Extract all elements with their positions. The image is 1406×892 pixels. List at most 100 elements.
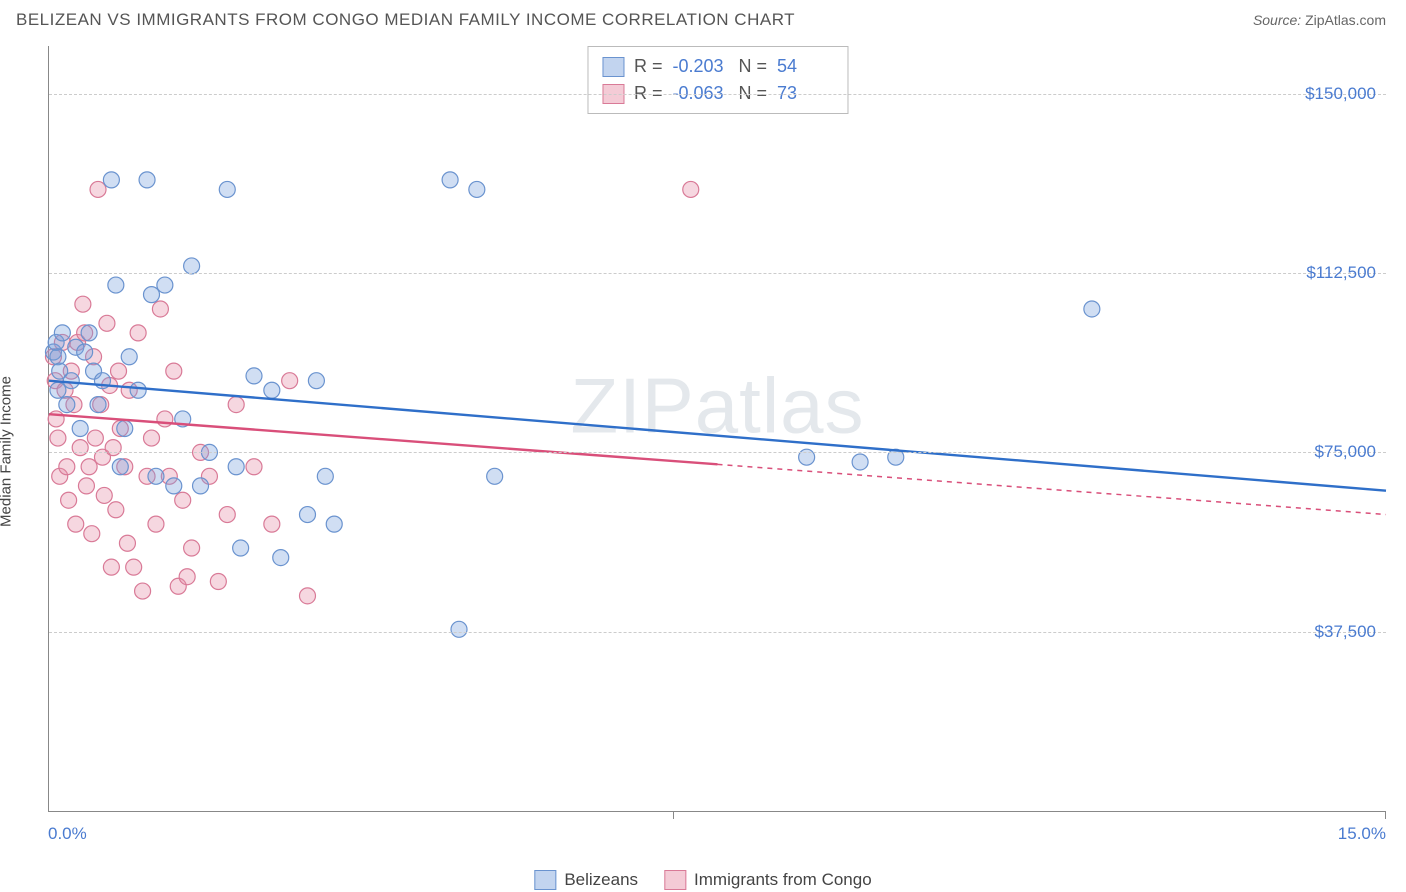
data-point: [308, 373, 324, 389]
data-point: [184, 540, 200, 556]
data-point: [87, 430, 103, 446]
data-point: [264, 382, 280, 398]
chart-header: BELIZEAN VS IMMIGRANTS FROM CONGO MEDIAN…: [0, 0, 1406, 36]
legend-swatch-0: [534, 870, 556, 890]
data-point: [81, 325, 97, 341]
data-point: [219, 507, 235, 523]
data-point: [81, 459, 97, 475]
data-point: [96, 487, 112, 503]
x-minor-tick: [673, 811, 674, 819]
data-point: [451, 621, 467, 637]
data-point: [246, 459, 262, 475]
data-point: [135, 583, 151, 599]
data-point: [111, 363, 127, 379]
legend: Belizeans Immigrants from Congo: [534, 870, 871, 890]
data-point: [246, 368, 262, 384]
data-point: [264, 516, 280, 532]
source-attribution: Source: ZipAtlas.com: [1253, 12, 1386, 28]
plot-area: ZIPatlas R = -0.203 N = 54 R = -0.063 N …: [48, 46, 1386, 812]
x-tick-max: [1385, 811, 1386, 819]
data-point: [121, 349, 137, 365]
data-point: [299, 507, 315, 523]
data-point: [50, 382, 66, 398]
data-point: [61, 492, 77, 508]
stat-n-value-0: 54: [777, 53, 833, 80]
data-point: [103, 172, 119, 188]
data-point: [50, 349, 66, 365]
y-tick-label: $75,000: [1315, 442, 1376, 462]
legend-label-1: Immigrants from Congo: [694, 870, 872, 890]
data-point: [233, 540, 249, 556]
data-point: [90, 397, 106, 413]
data-point: [469, 181, 485, 197]
y-tick-label: $150,000: [1305, 84, 1376, 104]
data-point: [130, 382, 146, 398]
data-point: [148, 516, 164, 532]
data-point: [84, 526, 100, 542]
data-point: [442, 172, 458, 188]
series-0-swatch: [602, 57, 624, 77]
data-point: [103, 559, 119, 575]
data-point: [148, 468, 164, 484]
data-point: [326, 516, 342, 532]
data-point: [59, 397, 75, 413]
data-point: [299, 588, 315, 604]
data-point: [117, 421, 133, 437]
stat-r-value-0: -0.203: [673, 53, 729, 80]
data-point: [68, 516, 84, 532]
source-value: ZipAtlas.com: [1305, 12, 1386, 28]
data-point: [273, 550, 289, 566]
data-point: [108, 502, 124, 518]
trend-line: [49, 381, 1386, 491]
stat-r-label-0: R =: [634, 53, 663, 80]
data-point: [59, 459, 75, 475]
y-grid-line: [49, 273, 1386, 274]
y-tick-label: $112,500: [1306, 263, 1376, 283]
source-label: Source:: [1253, 12, 1301, 28]
data-point: [157, 277, 173, 293]
data-point: [184, 258, 200, 274]
data-point: [282, 373, 298, 389]
y-grid-line: [49, 452, 1386, 453]
legend-label-0: Belizeans: [564, 870, 638, 890]
stat-n-label-0: N =: [739, 53, 768, 80]
data-point: [152, 301, 168, 317]
data-point: [317, 468, 333, 484]
data-point: [852, 454, 868, 470]
data-point: [72, 421, 88, 437]
data-point: [144, 287, 160, 303]
data-point: [99, 315, 115, 331]
legend-swatch-1: [664, 870, 686, 890]
y-grid-line: [49, 632, 1386, 633]
data-point: [487, 468, 503, 484]
data-point: [75, 296, 91, 312]
chart-title: BELIZEAN VS IMMIGRANTS FROM CONGO MEDIAN…: [16, 10, 795, 30]
data-point: [50, 430, 66, 446]
trend-line-dashed: [718, 464, 1387, 514]
y-axis-label: Median Family Income: [0, 376, 15, 527]
data-point: [119, 535, 135, 551]
data-point: [175, 492, 191, 508]
data-point: [126, 559, 142, 575]
data-point: [139, 172, 155, 188]
data-point: [144, 430, 160, 446]
x-tick-label-min: 0.0%: [48, 824, 87, 844]
data-point: [78, 478, 94, 494]
data-point: [77, 344, 93, 360]
data-point: [54, 325, 70, 341]
correlation-stats-box: R = -0.203 N = 54 R = -0.063 N = 73: [587, 46, 848, 114]
data-point: [166, 363, 182, 379]
data-point: [179, 569, 195, 585]
data-point: [193, 478, 209, 494]
data-point: [166, 478, 182, 494]
data-point: [108, 277, 124, 293]
data-point: [683, 181, 699, 197]
data-point: [210, 574, 226, 590]
data-point: [1084, 301, 1100, 317]
data-point: [90, 181, 106, 197]
chart-container: Median Family Income ZIPatlas R = -0.203…: [16, 46, 1386, 840]
data-point: [157, 411, 173, 427]
legend-item-1: Immigrants from Congo: [664, 870, 872, 890]
y-grid-line: [49, 94, 1386, 95]
data-point: [63, 373, 79, 389]
